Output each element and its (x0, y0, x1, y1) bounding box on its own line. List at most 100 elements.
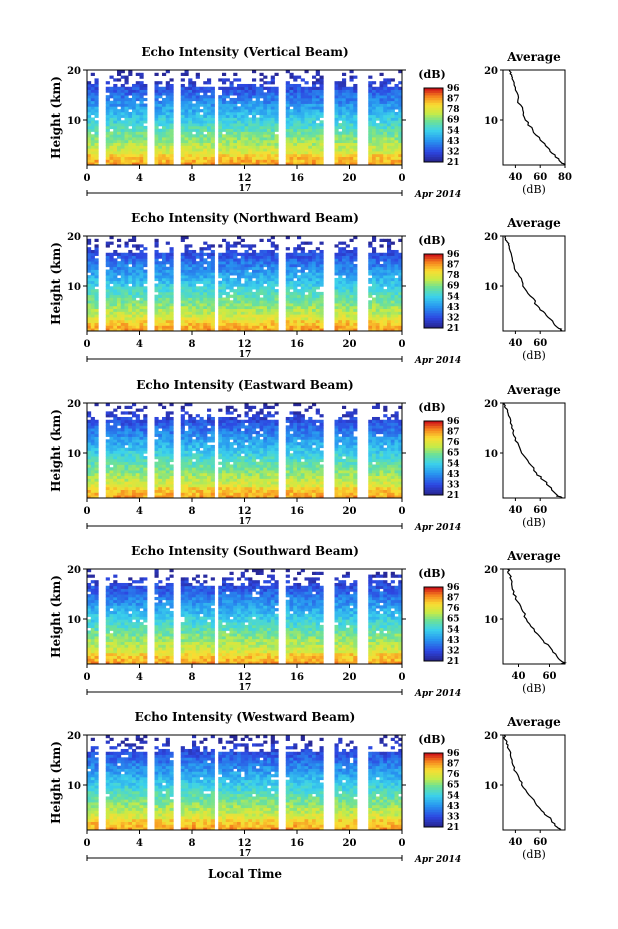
colorbar-tick-label: 32 (447, 313, 460, 323)
heatmap-cell (285, 311, 290, 315)
heatmap-cell (263, 151, 268, 155)
heatmap-cell (312, 86, 317, 90)
heatmap-cell (128, 137, 133, 141)
heatmap-cell (394, 89, 399, 93)
heatmap-cell (345, 317, 350, 321)
heatmap-cell (233, 142, 238, 146)
heatmap-cell (263, 92, 268, 96)
heatmap-cell (338, 103, 343, 107)
heatmap-cell (244, 114, 249, 118)
heatmap-cell (120, 492, 125, 496)
heatmap-cell (195, 95, 200, 99)
heatmap-cell (353, 114, 358, 118)
heatmap-cell (390, 263, 395, 268)
heatmap-cell (113, 475, 118, 479)
heatmap-cell (259, 139, 264, 144)
heatmap-cell (244, 289, 249, 293)
heatmap-cell (353, 291, 358, 296)
heatmap-cell (353, 247, 358, 251)
heatmap-cell (132, 328, 137, 332)
heatmap-cell (379, 272, 384, 276)
heatmap-cell (165, 131, 170, 135)
heatmap-cell (113, 269, 118, 273)
heatmap-cell (237, 280, 242, 284)
heatmap-cell (267, 81, 272, 85)
heatmap-cell (203, 258, 208, 262)
heatmap-cell (188, 328, 193, 332)
heatmap-cell (180, 416, 185, 421)
heatmap-cell (300, 286, 305, 290)
heatmap-cell (289, 134, 294, 138)
heatmap-cell (387, 252, 392, 256)
heatmap-cell (285, 120, 290, 124)
heatmap-cell (274, 125, 279, 130)
heatmap-cell (255, 297, 260, 301)
heatmap-cell (304, 328, 309, 332)
heatmap-cell (94, 291, 99, 296)
heatmap-cell (154, 137, 159, 141)
heatmap-cell (270, 294, 275, 298)
heatmap-cell (169, 269, 174, 273)
heatmap-cell (368, 241, 373, 245)
heatmap-cell (368, 123, 373, 127)
heatmap-cell (105, 289, 110, 293)
heatmap-cell (300, 162, 305, 166)
heatmap-cell (117, 450, 122, 454)
heatmap-cell (124, 470, 129, 474)
heatmap-cell (390, 142, 395, 146)
heatmap-cell (188, 436, 193, 440)
heatmap-cell (105, 252, 110, 256)
heatmap-cell (120, 428, 125, 432)
heatmap-cell (195, 303, 200, 307)
heatmap-cell (398, 139, 403, 144)
heatmap-cell (192, 83, 197, 88)
heatmap-cell (289, 286, 294, 290)
heatmap-cell (162, 111, 167, 116)
heatmap-cell (87, 145, 92, 149)
heatmap-cell (342, 78, 347, 82)
heatmap-cell (229, 308, 234, 312)
colorbar-swatch (424, 142, 443, 146)
heatmap-cell (379, 86, 384, 90)
heatmap-cell (117, 153, 122, 158)
heatmap-cell (342, 106, 347, 110)
heatmap-cell (345, 120, 350, 124)
heatmap-cell (128, 111, 133, 116)
heatmap-cell (113, 123, 118, 127)
heatmap-cell (105, 159, 110, 163)
heatmap-cell (270, 153, 275, 158)
heatmap-cell (113, 258, 118, 262)
heatmap-cell (154, 86, 159, 90)
heatmap-cell (229, 294, 234, 298)
heatmap-cell (308, 128, 313, 132)
heatmap-cell (180, 484, 185, 488)
heatmap-cell (192, 297, 197, 301)
heatmap-cell (244, 286, 249, 290)
heatmap-cell (117, 162, 122, 166)
heatmap-cell (154, 249, 159, 254)
heatmap-cell (113, 305, 118, 310)
heatmap-cell (143, 461, 148, 465)
heatmap-cell (162, 117, 167, 121)
heatmap-cell (383, 325, 388, 329)
heatmap-cell (90, 72, 95, 76)
heatmap-cell (195, 137, 200, 141)
heatmap-cell (368, 322, 373, 326)
heatmap-cell (207, 484, 212, 488)
heatmap-cell (263, 128, 268, 132)
heatmap-cell (158, 495, 163, 499)
heatmap-cell (222, 123, 227, 127)
heatmap-cell (259, 255, 264, 259)
heatmap-cell (128, 280, 133, 284)
heatmap-cell (143, 156, 148, 160)
heatmap-cell (192, 137, 197, 141)
heatmap-cell (192, 470, 197, 474)
heatmap-cell (297, 97, 302, 102)
heatmap-cell (353, 297, 358, 301)
heatmap-cell (383, 311, 388, 315)
heatmap-cell (267, 249, 272, 254)
heatmap-cell (158, 422, 163, 426)
heatmap-cell (184, 317, 189, 321)
heatmap-cell (308, 125, 313, 130)
heatmap-cell (342, 303, 347, 307)
